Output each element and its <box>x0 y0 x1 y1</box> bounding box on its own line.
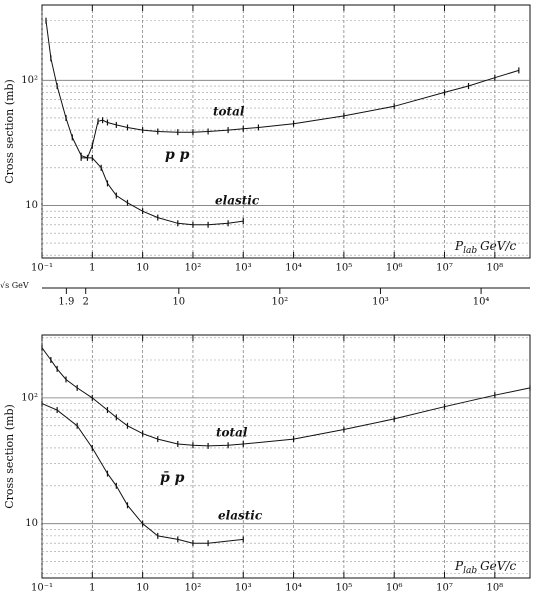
series-label: total <box>216 426 248 440</box>
x-tick-label: 10⁻¹ <box>31 263 53 274</box>
y-tick-label: 10 <box>25 518 38 529</box>
x-tick-label: 10⁴ <box>285 583 302 594</box>
x-tick-label: 10⁴ <box>285 263 302 274</box>
y-axis-title: Cross section (mb) <box>3 79 16 184</box>
x-tick-label: 1 <box>89 583 95 594</box>
x-tick-label: 10⁸ <box>486 583 503 594</box>
x-tick-label: 10⁻¹ <box>31 583 53 594</box>
x-tick-label: 10⁵ <box>336 583 353 594</box>
annotation: p p <box>165 147 190 163</box>
x-axis-title: Plab GeV/c <box>454 239 516 256</box>
series-label: total <box>213 105 245 119</box>
x-tick-label: 10³ <box>235 583 252 594</box>
x-axis-title-main: P <box>454 559 464 573</box>
x-tick-label: 10² <box>271 297 288 308</box>
series-line <box>41 347 531 447</box>
x-tick-label: 10⁶ <box>386 583 403 594</box>
x-tick-label: 10⁴ <box>473 297 490 308</box>
y-tick-label: 10 <box>25 200 38 211</box>
axis-title: √s GeV <box>0 281 29 290</box>
x-axis-title-main: P <box>454 239 464 253</box>
x-tick-label: 10⁶ <box>386 263 403 274</box>
y-tick-label: 10² <box>21 75 38 86</box>
plot-frame <box>41 334 531 579</box>
x-tick-label: 10² <box>185 583 202 594</box>
y-axis-title: Cross section (mb) <box>3 404 16 509</box>
x-tick-label: 10 <box>172 297 185 308</box>
x-tick-label: 2 <box>83 297 89 308</box>
x-tick-label: 10⁷ <box>436 263 453 274</box>
x-tick-label: 10 <box>136 583 149 594</box>
x-tick-label: 1 <box>89 263 95 274</box>
x-axis-title-unit: GeV/c <box>480 239 516 253</box>
series-label: elastic <box>218 509 263 523</box>
x-axis-title-sub: lab <box>463 246 477 256</box>
series-line <box>45 20 519 159</box>
x-tick-label: 10⁵ <box>336 263 353 274</box>
series-label: elastic <box>215 194 260 208</box>
x-tick-label: 10² <box>185 263 202 274</box>
x-axis-title: Plab GeV/c <box>454 559 516 576</box>
annotation: p̄ p <box>160 470 185 486</box>
x-axis-title-unit: GeV/c <box>480 559 516 573</box>
x-tick-label: 10⁷ <box>436 583 453 594</box>
x-tick-label: 1.9 <box>58 297 74 308</box>
y-tick-label: 10² <box>21 392 38 403</box>
x-tick-label: 10³ <box>372 297 389 308</box>
x-tick-label: 10⁸ <box>486 263 503 274</box>
x-axis-title-sub: lab <box>463 566 477 576</box>
x-tick-label: 10³ <box>235 263 252 274</box>
x-tick-label: 10 <box>136 263 149 274</box>
